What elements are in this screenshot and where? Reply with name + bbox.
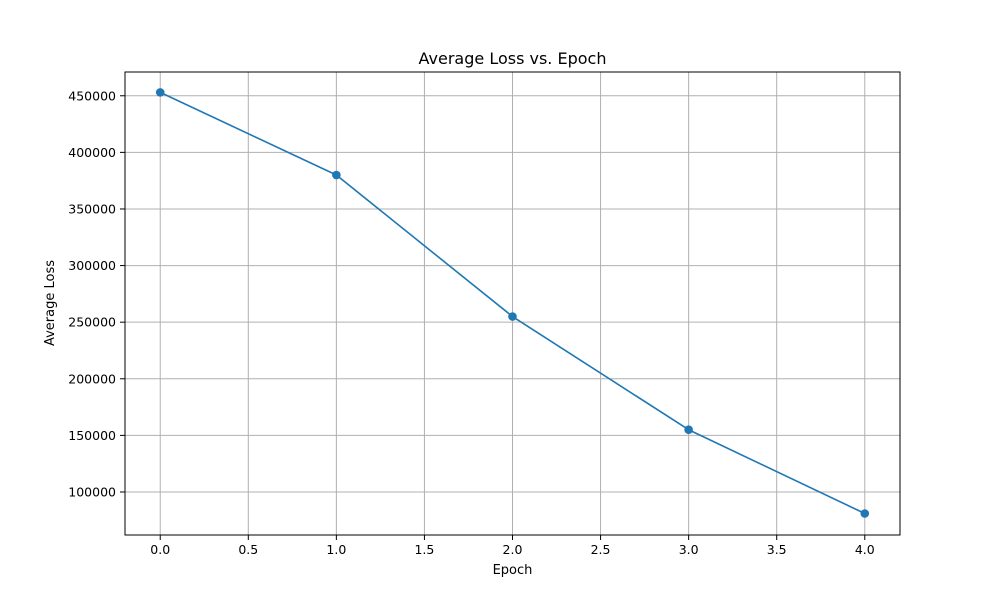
y-axis-ticks: 100000 150000 200000 250000 300000 350000 4000…	[68, 88, 125, 499]
y-tick-label: 150000	[68, 428, 116, 443]
x-tick-label: 4.0	[855, 542, 875, 557]
series-layer	[155, 88, 870, 518]
data-point	[332, 170, 341, 180]
data-point	[155, 88, 165, 97]
x-tick-label: 3.0	[679, 542, 699, 557]
data-point	[508, 312, 517, 321]
x-tick-label: 1.0	[326, 542, 346, 557]
y-tick-label: 200000	[68, 371, 116, 386]
y-tick-label: 250000	[68, 315, 116, 330]
x-tick-label: 0.5	[238, 542, 258, 557]
y-tick-label: 450000	[68, 88, 116, 103]
y-tick-label: 300000	[68, 258, 116, 273]
x-tick-label: 0.0	[150, 542, 170, 557]
x-tick-label: 1.5	[414, 542, 434, 557]
x-axis-label: Epoch	[493, 563, 533, 578]
y-axis-label: Average Loss	[43, 260, 58, 346]
data-point	[684, 425, 693, 435]
x-tick-label: 2.0	[503, 542, 523, 557]
x-axis-ticks: 0.0 0.5 1.0 1.5 2.0 2.5 3.0 3.5 4.0	[150, 535, 875, 557]
x-tick-label: 3.5	[767, 542, 787, 557]
y-tick-label: 100000	[68, 484, 116, 499]
chart-title: Average Loss vs. Epoch	[419, 49, 607, 68]
x-tick-label: 2.5	[591, 542, 611, 557]
y-tick-label: 400000	[68, 145, 116, 160]
data-point	[860, 509, 870, 518]
grid-lines	[125, 72, 900, 535]
y-tick-label: 350000	[68, 201, 116, 216]
